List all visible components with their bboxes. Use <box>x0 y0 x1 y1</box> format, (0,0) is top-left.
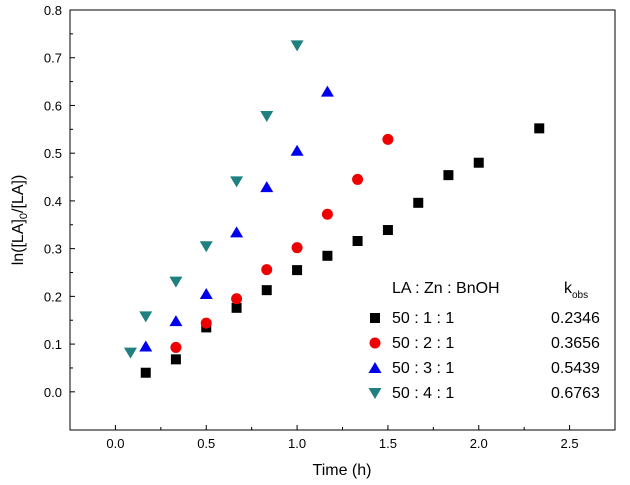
data-point <box>261 285 272 296</box>
y-tick-label: 0.5 <box>44 146 62 161</box>
legend-header-ratio: LA : Zn : BnOH <box>392 280 500 297</box>
legend-marker <box>368 362 382 373</box>
data-point <box>322 250 333 261</box>
data-point <box>169 276 183 288</box>
x-tick-label: 1.5 <box>379 436 397 451</box>
data-point <box>321 208 333 220</box>
data-point <box>473 157 484 168</box>
data-point <box>291 242 303 254</box>
data-point <box>199 241 213 253</box>
legend-kobs-value: 0.5439 <box>551 360 600 377</box>
legend-kobs-value: 0.3656 <box>551 335 600 352</box>
data-point <box>140 367 151 378</box>
data-point <box>199 287 213 299</box>
data-point <box>139 311 153 323</box>
y-tick-label: 0.2 <box>44 289 62 304</box>
x-tick-label: 0.0 <box>106 436 124 451</box>
data-point <box>123 347 137 359</box>
data-point <box>169 315 183 327</box>
data-point <box>231 302 242 313</box>
data-point <box>290 40 304 52</box>
data-point <box>230 226 244 238</box>
data-point <box>261 264 273 276</box>
y-axis-title-suffix: /[LA]) <box>10 175 27 213</box>
legend-header-k-main: k <box>564 280 573 297</box>
data-point <box>320 85 334 97</box>
data-point <box>292 265 303 276</box>
legend-rows: 50 : 1 : 1 0.2346 50 : 2 : 1 0.3656 50 : 3 :… <box>368 310 600 402</box>
y-tick-label: 0.1 <box>44 337 62 352</box>
data-point <box>230 176 244 188</box>
legend-marker <box>370 313 380 323</box>
y-axis-title: ln([LA]0/[LA]) <box>10 175 30 266</box>
data-point <box>382 133 394 145</box>
legend-series-name: 50 : 1 : 1 <box>392 310 454 327</box>
data-point <box>382 225 393 236</box>
legend-marker <box>369 337 381 349</box>
y-tick-label: 0.4 <box>44 194 62 209</box>
data-point <box>534 123 545 134</box>
legend-marker <box>368 388 382 399</box>
legend-header-k-subscript: obs <box>572 290 588 301</box>
y-axis-ticks: 0.0 0.1 0.2 0.3 0.4 0.5 0.6 0.7 0.8 <box>44 3 75 400</box>
data-point <box>443 170 454 181</box>
legend-kobs-value: 0.2346 <box>551 310 600 327</box>
data-point <box>352 236 363 246</box>
y-axis-title-subscript: 0 <box>18 213 30 219</box>
y-axis-title-prefix: ln([LA] <box>10 219 27 265</box>
x-tick-label: 0.5 <box>197 436 215 451</box>
data-point <box>290 144 304 156</box>
legend-header-k: kobs <box>564 280 588 301</box>
data-point <box>170 354 181 365</box>
x-axis-ticks: 0.0 0.5 1.0 1.5 2.0 2.5 <box>69 425 616 451</box>
data-point <box>413 197 424 208</box>
legend-series-name: 50 : 2 : 1 <box>392 335 454 352</box>
data-point <box>170 341 182 353</box>
legend-kobs-value: 0.6763 <box>551 385 600 402</box>
x-tick-label: 1.0 <box>288 436 306 451</box>
x-axis-title: Time (h) <box>313 462 372 479</box>
legend-series-name: 50 : 3 : 1 <box>392 360 454 377</box>
data-markers <box>123 40 545 378</box>
y-tick-label: 0.8 <box>44 3 62 18</box>
y-tick-label: 0.7 <box>44 51 62 66</box>
x-tick-label: 2.5 <box>561 436 579 451</box>
data-point <box>260 110 274 122</box>
data-point <box>231 293 243 305</box>
data-point <box>139 340 153 352</box>
y-tick-label: 0.0 <box>44 385 62 400</box>
x-tick-label: 2.0 <box>470 436 488 451</box>
legend-series-name: 50 : 4 : 1 <box>392 385 454 402</box>
data-point <box>260 181 274 193</box>
y-tick-label: 0.3 <box>44 242 62 257</box>
plot-frame <box>69 9 616 431</box>
y-tick-label: 0.6 <box>44 98 62 113</box>
data-point <box>200 317 212 329</box>
data-point <box>352 173 364 185</box>
